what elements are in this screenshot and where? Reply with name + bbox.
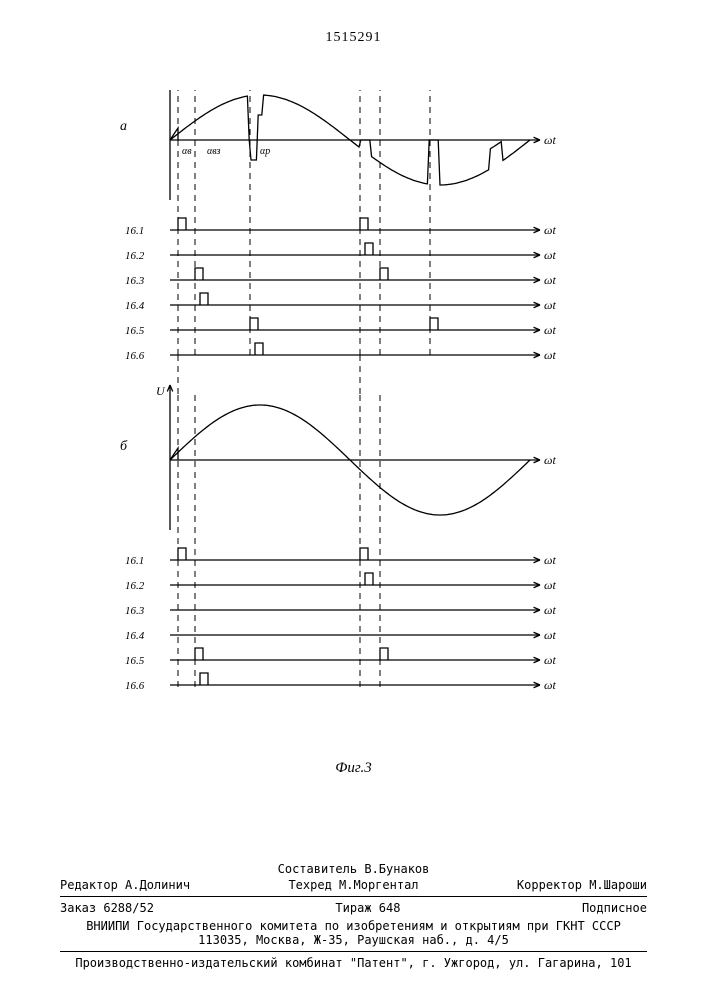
patent-number: 1515291 xyxy=(0,30,707,46)
svg-text:ωt: ωt xyxy=(544,273,556,287)
svg-text:б: б xyxy=(120,439,128,454)
circulation: Тираж 648 xyxy=(335,901,400,915)
svg-text:ωt: ωt xyxy=(544,133,556,147)
svg-text:16.3: 16.3 xyxy=(125,275,145,287)
svg-text:ωt: ωt xyxy=(544,578,556,592)
footer-block: Составитель В.Бунаков Редактор А.Долинич… xyxy=(60,860,647,970)
svg-text:U: U xyxy=(156,384,166,398)
svg-text:αв: αв xyxy=(182,146,192,157)
org-line-2: 113035, Москва, Ж-35, Раушская наб., д. … xyxy=(60,933,647,947)
divider xyxy=(60,951,647,952)
signed: Подписное xyxy=(582,901,647,915)
svg-text:αр: αр xyxy=(260,146,270,157)
publisher: Производственно-издательский комбинат "П… xyxy=(60,956,647,970)
svg-text:ωt: ωt xyxy=(544,603,556,617)
corrector: Корректор М.Шароши xyxy=(517,878,647,892)
svg-text:16.6: 16.6 xyxy=(125,680,145,692)
page: 1515291 а Uωt αв αвз αр 16.1 ωt 16.2 ωt 16.3 ωt 16.… xyxy=(0,0,707,1000)
svg-text:αвз: αвз xyxy=(207,146,220,157)
svg-text:ωt: ωt xyxy=(544,298,556,312)
svg-text:16.2: 16.2 xyxy=(125,250,145,262)
org-line-1: ВНИИПИ Государственного комитета по изоб… xyxy=(60,919,647,933)
svg-text:ωt: ωt xyxy=(544,453,556,467)
divider xyxy=(60,896,647,897)
svg-text:16.5: 16.5 xyxy=(125,655,145,667)
svg-text:ωt: ωt xyxy=(544,678,556,692)
techred: Техред М.Моргентал xyxy=(288,878,418,892)
svg-text:16.3: 16.3 xyxy=(125,605,145,617)
figure-caption: Фиг.3 xyxy=(0,760,707,777)
svg-text:ωt: ωt xyxy=(544,348,556,362)
svg-text:ωt: ωt xyxy=(544,323,556,337)
svg-text:16.5: 16.5 xyxy=(125,325,145,337)
svg-text:16.6: 16.6 xyxy=(125,350,145,362)
order: Заказ 6288/52 xyxy=(60,901,154,915)
svg-text:ωt: ωt xyxy=(544,628,556,642)
svg-text:16.1: 16.1 xyxy=(125,555,144,567)
editor: Редактор А.Долинич xyxy=(60,878,190,892)
svg-text:16.4: 16.4 xyxy=(125,630,145,642)
svg-text:ωt: ωt xyxy=(544,223,556,237)
svg-text:ωt: ωt xyxy=(544,248,556,262)
svg-text:16.4: 16.4 xyxy=(125,300,145,312)
svg-text:16.2: 16.2 xyxy=(125,580,145,592)
svg-text:ωt: ωt xyxy=(544,653,556,667)
svg-text:а: а xyxy=(120,119,127,134)
svg-text:16.1: 16.1 xyxy=(125,225,144,237)
svg-text:ωt: ωt xyxy=(544,553,556,567)
timing-diagram: а Uωt αв αвз αр 16.1 ωt 16.2 ωt 16.3 ωt 16.4 ωt 16.5 ω… xyxy=(100,90,570,750)
compiler: Составитель В.Бунаков xyxy=(278,862,430,876)
